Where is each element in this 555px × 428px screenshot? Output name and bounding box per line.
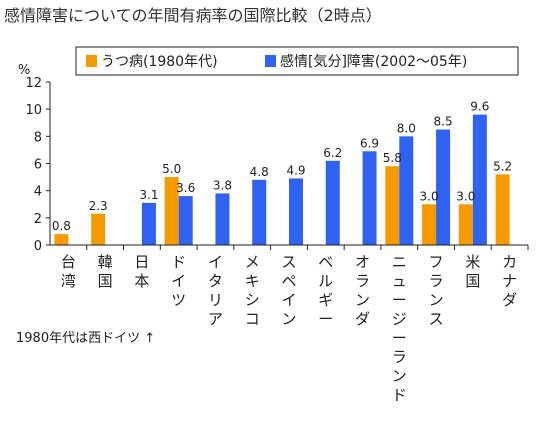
y-tick-label: 2	[34, 212, 42, 227]
data-label: 0.8	[52, 219, 71, 233]
data-label: 3.1	[139, 188, 158, 202]
data-label: 3.8	[213, 178, 232, 192]
y-axis-ticks: 0 2 4 6 8 10 12	[25, 76, 50, 254]
bar-mood-disorder-2002-05	[472, 114, 487, 245]
bar-depression-1980s	[495, 174, 510, 245]
data-label: 4.8	[250, 165, 269, 179]
chart-title: 感情障害についての年間有病率の国際比較（2時点）	[4, 6, 382, 25]
bar-mood-disorder-2002-05	[362, 151, 377, 245]
annotation-note: 1980年代は西ドイツ ↑	[16, 331, 155, 346]
bar-depression-1980s	[385, 166, 400, 245]
data-label: 4.9	[286, 163, 305, 177]
y-tick-label: 10	[25, 103, 42, 118]
category-label: ニュージーランド	[392, 253, 407, 404]
bar-mood-disorder-2002-05	[215, 193, 230, 245]
y-axis-unit-label: %	[18, 63, 30, 78]
legend-swatch	[86, 55, 97, 67]
category-label: オランダ	[355, 253, 370, 328]
bar-depression-1980s	[164, 177, 179, 245]
data-label: 5.2	[493, 159, 512, 173]
bar-depression-1980s	[458, 204, 473, 245]
data-label: 5.8	[383, 151, 402, 165]
bar-depression-1980s	[91, 213, 106, 245]
category-label: スペイン	[281, 253, 296, 328]
category-label: ベルギー	[318, 253, 333, 328]
legend: うつ病(1980年代) 感情[気分]障害(2002〜05年)	[86, 53, 467, 70]
bar-depression-1980s	[54, 234, 69, 245]
y-tick-label: 4	[34, 185, 42, 200]
data-labels: 0.8 2.3 3.1 5.0 3.6 3.8 4.8 4.9 6.2 6.9 5.8 8.0 3.0 8…	[52, 100, 512, 234]
y-tick-label: 12	[25, 76, 42, 91]
data-label: 8.5	[434, 115, 453, 129]
category-label: フランス	[429, 253, 444, 328]
bar-mood-disorder-2002-05	[289, 178, 303, 245]
category-label: ドイツ	[171, 253, 186, 309]
category-label: イタリア	[208, 253, 223, 328]
data-label: 3.0	[456, 189, 475, 203]
legend-box	[75, 46, 519, 76]
bar-mood-disorder-2002-05	[399, 136, 414, 245]
y-tick-label: 0	[34, 239, 42, 254]
data-label: 5.0	[162, 162, 181, 176]
data-label: 8.0	[397, 121, 416, 135]
category-label: 米国	[465, 253, 480, 290]
data-label: 9.6	[470, 100, 489, 114]
y-tick-label: 6	[34, 158, 42, 173]
category-label: カナダ	[502, 253, 517, 309]
bar-mood-disorder-2002-05	[141, 202, 156, 245]
category-label: 台湾	[61, 253, 76, 290]
bar-mood-disorder-2002-05	[325, 160, 340, 245]
bar-depression-1980s	[422, 204, 437, 245]
data-label: 6.9	[360, 136, 379, 150]
category-label: メキシコ	[245, 253, 260, 328]
y-tick-label: 8	[34, 130, 42, 145]
bar-mood-disorder-2002-05	[252, 179, 267, 245]
category-label: 韓国	[98, 253, 113, 290]
legend-swatch	[265, 55, 276, 67]
category-label: 日本	[134, 253, 149, 290]
bars	[54, 114, 510, 245]
legend-label: うつ病(1980年代)	[101, 54, 218, 70]
data-label: 3.0	[420, 189, 439, 203]
bar-mood-disorder-2002-05	[178, 196, 193, 245]
legend-label: 感情[気分]障害(2002〜05年)	[280, 53, 467, 70]
data-label: 3.6	[176, 181, 195, 195]
data-label: 6.2	[323, 146, 342, 160]
data-label: 2.3	[89, 199, 108, 213]
bar-mood-disorder-2002-05	[436, 129, 451, 245]
